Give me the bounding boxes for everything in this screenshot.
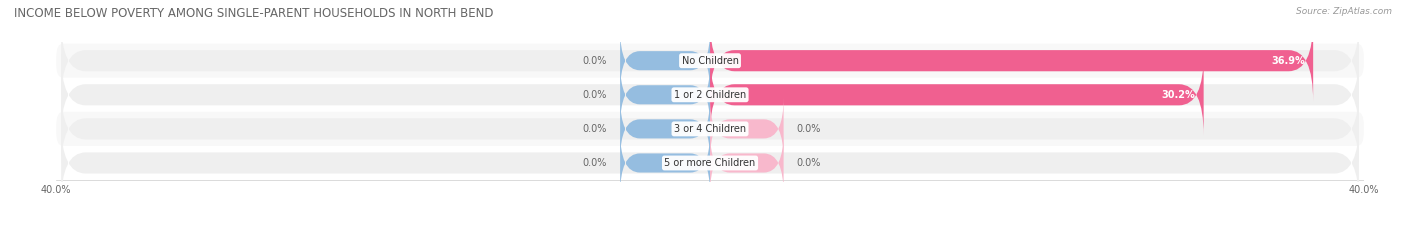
FancyBboxPatch shape bbox=[710, 98, 783, 160]
Text: 0.0%: 0.0% bbox=[582, 158, 607, 168]
Text: Source: ZipAtlas.com: Source: ZipAtlas.com bbox=[1296, 7, 1392, 16]
FancyBboxPatch shape bbox=[60, 54, 1360, 135]
FancyBboxPatch shape bbox=[60, 88, 1360, 169]
Text: 0.0%: 0.0% bbox=[582, 90, 607, 100]
Text: 3 or 4 Children: 3 or 4 Children bbox=[673, 124, 747, 134]
Text: 5 or more Children: 5 or more Children bbox=[665, 158, 755, 168]
FancyBboxPatch shape bbox=[620, 29, 710, 92]
FancyBboxPatch shape bbox=[620, 132, 710, 194]
FancyBboxPatch shape bbox=[60, 122, 1360, 204]
Text: 1 or 2 Children: 1 or 2 Children bbox=[673, 90, 747, 100]
Text: 0.0%: 0.0% bbox=[582, 124, 607, 134]
FancyBboxPatch shape bbox=[620, 63, 710, 126]
FancyBboxPatch shape bbox=[56, 44, 1364, 78]
FancyBboxPatch shape bbox=[60, 20, 1360, 101]
Text: 0.0%: 0.0% bbox=[582, 56, 607, 66]
FancyBboxPatch shape bbox=[56, 146, 1364, 180]
Text: INCOME BELOW POVERTY AMONG SINGLE-PARENT HOUSEHOLDS IN NORTH BEND: INCOME BELOW POVERTY AMONG SINGLE-PARENT… bbox=[14, 7, 494, 20]
Text: 36.9%: 36.9% bbox=[1271, 56, 1305, 66]
FancyBboxPatch shape bbox=[56, 112, 1364, 146]
Text: 30.2%: 30.2% bbox=[1161, 90, 1195, 100]
FancyBboxPatch shape bbox=[710, 54, 1204, 135]
FancyBboxPatch shape bbox=[710, 132, 783, 194]
Text: 0.0%: 0.0% bbox=[797, 158, 821, 168]
Text: No Children: No Children bbox=[682, 56, 738, 66]
FancyBboxPatch shape bbox=[56, 78, 1364, 112]
FancyBboxPatch shape bbox=[620, 98, 710, 160]
Text: 0.0%: 0.0% bbox=[797, 124, 821, 134]
FancyBboxPatch shape bbox=[710, 20, 1313, 101]
